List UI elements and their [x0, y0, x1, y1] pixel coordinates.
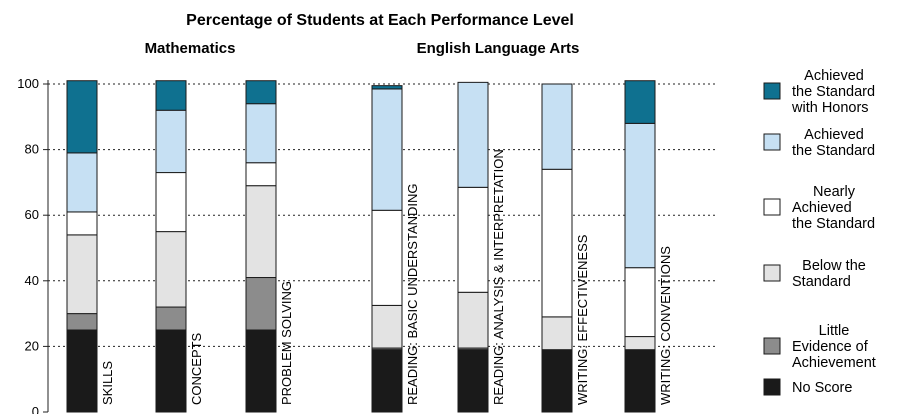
bar-segment — [457, 291, 489, 349]
legend-label: with Honors — [791, 100, 869, 116]
category-label: READING: BASIC UNDERSTANDING — [405, 183, 420, 405]
bar-segment — [245, 103, 277, 164]
legend-label: Achievement — [792, 355, 876, 371]
y-tick-label: 20 — [25, 338, 39, 353]
category-label: READING: ANALYSIS & INTERPRETATION — [491, 149, 506, 405]
legend-label: Evidence of — [792, 339, 869, 355]
bar-segment — [624, 267, 656, 338]
legend-label: Standard — [792, 274, 851, 290]
bar-segment — [155, 231, 187, 308]
category-labels: SKILLS CONCEPTS PROBLEM SOLVING READING: BA… — [100, 149, 673, 405]
bar-segment — [66, 152, 98, 213]
bar-segment — [371, 88, 403, 211]
bar-segment — [245, 277, 277, 331]
group-label: Mathematics — [145, 40, 236, 57]
bar-segment — [371, 304, 403, 349]
bar-segment — [624, 336, 656, 351]
legend-label: Achieved — [792, 200, 852, 216]
category-label: SKILLS — [100, 361, 115, 405]
legend-label: Achieved — [804, 127, 864, 143]
bars — [66, 80, 656, 413]
y-tick-label: 100 — [17, 76, 39, 91]
group-labels: Mathematics English Language Arts — [145, 40, 580, 57]
group-label: English Language Arts — [417, 40, 580, 57]
bar-segment — [624, 122, 656, 269]
bar-segment — [457, 349, 489, 413]
legend-label: Nearly — [813, 184, 856, 200]
bar-segment — [245, 329, 277, 413]
bar-segment — [66, 80, 98, 154]
y-tick-label: 40 — [25, 273, 39, 288]
legend-label: No Score — [792, 380, 852, 396]
bar-segment — [155, 80, 187, 111]
y-tick-label: 60 — [25, 207, 39, 222]
bar-segment — [541, 316, 573, 351]
legend-label: the Standard — [792, 84, 875, 100]
legend-label: Below the — [802, 258, 866, 274]
legend-label: the Standard — [792, 216, 875, 232]
legend-label: the Standard — [792, 143, 875, 159]
legend-swatch — [763, 198, 781, 216]
bar-segment — [624, 80, 656, 124]
bar-segment — [371, 209, 403, 306]
chart-title: Percentage of Students at Each Performan… — [186, 12, 574, 29]
bar-segment — [155, 172, 187, 233]
y-tick-label: 80 — [25, 142, 39, 157]
category-label: PROBLEM SOLVING — [279, 281, 294, 405]
bar-segment — [457, 81, 489, 188]
bar-segment — [245, 162, 277, 187]
bar-segment — [66, 234, 98, 315]
bar-segment — [66, 211, 98, 236]
bar-segment — [245, 185, 277, 279]
category-label: CONCEPTS — [189, 332, 204, 405]
bar-segment — [66, 329, 98, 413]
legend-label: Little — [819, 323, 850, 339]
y-axis: 0 20 40 60 80 100 — [17, 76, 49, 414]
bar-segment — [457, 186, 489, 293]
bar-segment — [245, 80, 277, 105]
bar-segment — [66, 313, 98, 331]
bar-segment — [371, 85, 403, 90]
legend-swatch — [763, 133, 781, 151]
bar-segment — [541, 83, 573, 170]
legend-swatch — [763, 264, 781, 282]
legend-label: Achieved — [804, 68, 864, 84]
bar-segment — [155, 329, 187, 413]
bar-segment — [155, 109, 187, 174]
bar-segment — [541, 168, 573, 318]
y-tick-label: 0 — [32, 404, 39, 414]
bar-segment — [541, 349, 573, 413]
category-label: WRITING: CONVENTIONS — [658, 246, 673, 405]
bar-segment — [624, 349, 656, 413]
legend-swatch — [763, 82, 781, 100]
bar-segment — [371, 349, 403, 413]
bar-segment — [155, 306, 187, 331]
legend-swatch — [763, 378, 781, 396]
category-label: WRITING: EFFECTIVENESS — [575, 234, 590, 405]
legend-swatch — [763, 337, 781, 355]
